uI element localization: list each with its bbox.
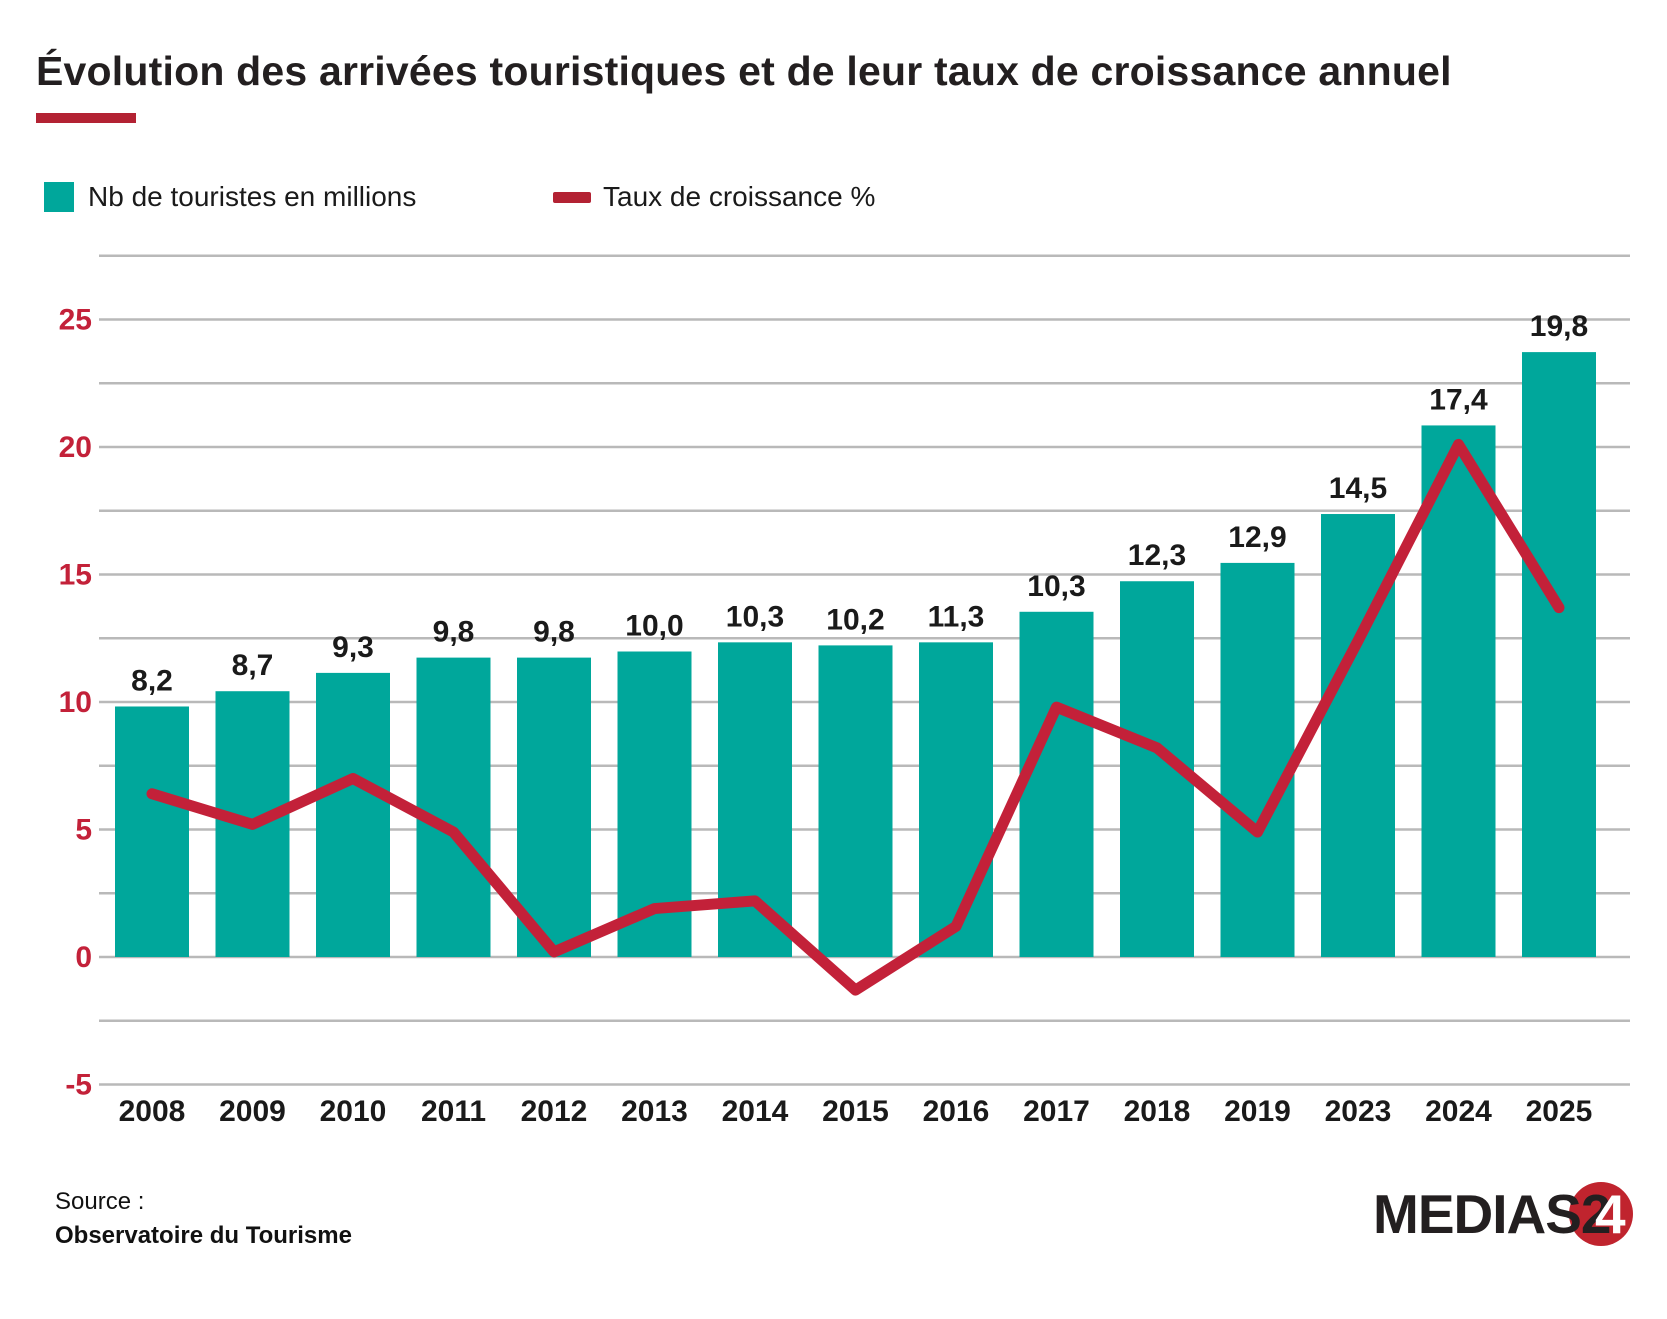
x-axis-label: 2023 (1325, 1095, 1392, 1128)
legend-item-tourists: Nb de touristes en millions (44, 181, 416, 213)
logo-text: MEDIAS2 (1373, 1183, 1611, 1245)
bar-value-label: 10,2 (826, 603, 884, 636)
x-axis-label: 2013 (621, 1095, 688, 1128)
bar-value-label: 8,7 (232, 649, 274, 682)
bar (316, 672, 390, 957)
bar (1019, 611, 1094, 957)
legend-item-growth: Taux de croissance % (553, 181, 875, 213)
y-axis-label: 10 (59, 686, 92, 719)
bar-value-label: 12,9 (1228, 521, 1286, 554)
page-title: Évolution des arrivées touristiques et d… (36, 48, 1452, 94)
bar-value-label: 19,8 (1530, 310, 1588, 343)
bar-value-label: 11,3 (928, 600, 985, 633)
bar-value-label: 10,0 (625, 610, 683, 643)
bar (517, 657, 591, 957)
source-block: Source : Observatoire du Tourisme (55, 1188, 352, 1250)
logo-circle (1569, 1182, 1633, 1246)
source-label: Source : (55, 1188, 145, 1215)
bar-value-label: 17,4 (1429, 383, 1488, 416)
bar-value-label: 9,8 (533, 616, 575, 649)
x-axis-label: 2025 (1526, 1095, 1593, 1128)
x-axis-label: 2015 (822, 1095, 889, 1128)
x-axis-label: 2019 (1224, 1095, 1291, 1128)
legend-label-tourists: Nb de touristes en millions (88, 181, 417, 212)
y-axis-label: 0 (75, 941, 92, 974)
x-axis-label: 2017 (1023, 1095, 1090, 1128)
bar (1220, 562, 1295, 957)
bar (416, 657, 491, 957)
bar-series-swatch-icon (44, 182, 74, 212)
bar (1522, 352, 1596, 957)
bar (718, 642, 792, 957)
y-axis-label: -5 (65, 1069, 92, 1102)
y-axis-label: 5 (75, 814, 92, 847)
x-axis-label: 2010 (320, 1095, 387, 1128)
bar (115, 706, 189, 957)
y-axis-label: 15 (59, 559, 92, 592)
growth-line (146, 438, 1565, 996)
x-axis-label: 2008 (119, 1095, 186, 1128)
bar-value-label: 10,3 (1027, 570, 1085, 603)
bar-value-label: 12,3 (1128, 539, 1186, 572)
title-underline (36, 113, 136, 123)
bar-value-label: 10,3 (726, 600, 784, 633)
line-series-swatch-icon (553, 191, 591, 203)
x-axis-label: 2009 (219, 1095, 286, 1128)
bar-value-label: 9,3 (332, 631, 374, 664)
bar-value-label: 14,5 (1329, 472, 1387, 505)
medias24-logo: MEDIAS2 4 (1373, 1180, 1643, 1248)
logo-digit-4: 4 (1595, 1183, 1626, 1245)
x-axis-label: 2011 (421, 1095, 486, 1128)
bar-value-label: 9,8 (433, 616, 475, 649)
source-name: Observatoire du Tourisme (55, 1222, 352, 1249)
legend-label-growth: Taux de croissance % (603, 181, 876, 212)
x-axis-label: 2018 (1124, 1095, 1191, 1128)
y-axis-label: 25 (59, 304, 92, 337)
x-axis-label: 2014 (722, 1095, 789, 1128)
y-axis-label: 20 (59, 431, 92, 464)
bar-value-label: 8,2 (131, 664, 173, 697)
x-axis-label: 2012 (521, 1095, 588, 1128)
x-axis-label: 2024 (1425, 1095, 1492, 1128)
bar (919, 642, 993, 957)
bar (818, 645, 893, 957)
bar (1421, 425, 1496, 957)
x-axis-label: 2016 (923, 1095, 990, 1128)
